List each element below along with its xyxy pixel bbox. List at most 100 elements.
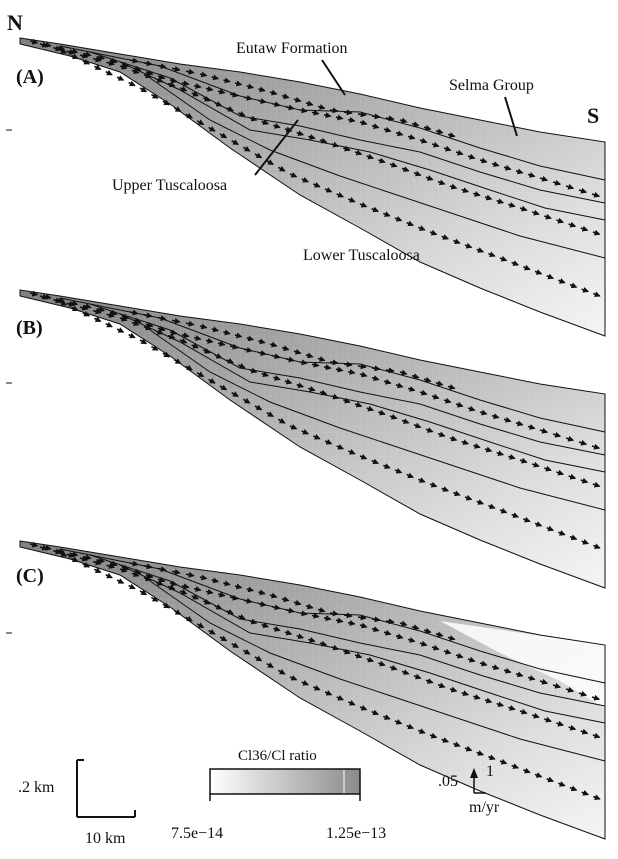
flow-arrow (196, 119, 205, 126)
flow-arrow (185, 68, 195, 75)
flow-arrow (223, 580, 231, 587)
flow-arrow (203, 96, 211, 102)
flow-arrow (211, 326, 220, 333)
flow-arrow (293, 348, 302, 355)
flow-arrow (71, 556, 79, 563)
flow-arrow (479, 157, 488, 164)
flow-arrow (285, 104, 295, 111)
flow-arrow (413, 170, 422, 177)
flow-arrow (39, 41, 49, 48)
formation-boundary (149, 77, 606, 259)
flow-arrow (167, 81, 176, 88)
formation-boundary (59, 297, 606, 433)
flow-arrow (503, 164, 512, 171)
flow-arrow (179, 338, 188, 344)
flow-arrow (281, 93, 290, 100)
flow-arrow (155, 580, 164, 586)
flow-arrow (226, 358, 235, 364)
flow-arrow (581, 538, 590, 545)
flow-arrow (592, 229, 601, 236)
flow-arrow (371, 458, 380, 465)
flow-arrow (389, 413, 398, 420)
flow-arrow (383, 714, 391, 720)
flow-arrow (59, 300, 68, 306)
flow-arrow (261, 119, 270, 126)
flow-arrow (249, 115, 258, 122)
flow-arrow (343, 361, 353, 368)
flow-arrow (527, 424, 536, 430)
flow-arrow (407, 637, 416, 643)
flow-arrow (246, 83, 255, 90)
lower-tuscaloosa-label: Lower Tuscaloosa (303, 247, 420, 264)
flow-arrow (199, 574, 208, 581)
flow-arrow (211, 74, 220, 81)
flow-arrow (167, 584, 176, 591)
flow-arrow (357, 363, 367, 370)
flow-arrow (257, 601, 267, 607)
flow-arrow (546, 776, 555, 783)
flow-arrow (580, 225, 589, 232)
flow-arrow (59, 48, 68, 54)
flow-arrow (313, 182, 321, 188)
flow-arrow (205, 85, 214, 92)
flow-arrow (162, 351, 171, 358)
flow-arrow (219, 132, 228, 139)
flow-arrow (429, 732, 438, 739)
flow-arrow (343, 648, 351, 655)
flow-arrow (231, 139, 239, 146)
velocity-tick-label: 1 (486, 763, 494, 780)
flow-arrow (453, 490, 461, 497)
flow-arrow (455, 652, 464, 659)
flow-arrow (593, 543, 601, 550)
flow-arrow (231, 391, 239, 398)
colorbar (209, 768, 361, 801)
flow-arrow (226, 106, 235, 112)
flow-arrow (578, 439, 588, 446)
flow-arrow (527, 172, 536, 178)
flow-arrow (167, 333, 176, 340)
flow-arrow (116, 578, 125, 584)
flow-arrow (515, 168, 524, 175)
flow-arrow (229, 343, 239, 350)
flow-arrow (558, 530, 566, 536)
flow-arrow (371, 123, 380, 130)
flow-arrow (208, 628, 216, 635)
flow-arrow (593, 291, 601, 298)
flow-arrow (185, 615, 193, 622)
flow-arrow (93, 56, 102, 63)
flow-arrow (171, 318, 181, 324)
model-grid (20, 38, 605, 336)
flow-arrow (106, 60, 115, 66)
flow-arrow (181, 80, 190, 87)
flow-arrow (211, 577, 220, 584)
eutaw-leader-line (321, 59, 346, 96)
flow-arrow (289, 424, 298, 430)
flow-arrow (258, 338, 266, 345)
flow-arrow (269, 341, 278, 348)
flow-arrow (317, 356, 326, 362)
flow-arrow (285, 607, 295, 614)
colorbar-min-label: 7.5e−14 (171, 825, 224, 842)
flow-arrow (317, 104, 326, 110)
flow-arrow (534, 521, 543, 527)
flow-arrow (437, 682, 446, 689)
flow-arrow (171, 569, 181, 575)
flow-arrow (431, 141, 440, 148)
flow-arrow (285, 356, 295, 363)
flow-arrow (464, 745, 473, 752)
flow-arrow (455, 401, 464, 408)
cross-section-panel-b (19, 289, 606, 589)
flow-arrow (371, 616, 381, 623)
flow-arrow (568, 221, 577, 228)
flow-arrow (556, 469, 565, 476)
flow-arrow (82, 310, 91, 317)
flow-arrow (366, 153, 375, 160)
flow-arrow (323, 615, 332, 622)
flow-arrow (431, 393, 440, 400)
flow-arrow (329, 359, 339, 366)
flow-arrow (519, 457, 528, 464)
flow-arrow (527, 675, 536, 681)
flow-arrow (301, 680, 310, 686)
flow-arrow (354, 401, 363, 408)
flow-arrow (79, 304, 89, 311)
